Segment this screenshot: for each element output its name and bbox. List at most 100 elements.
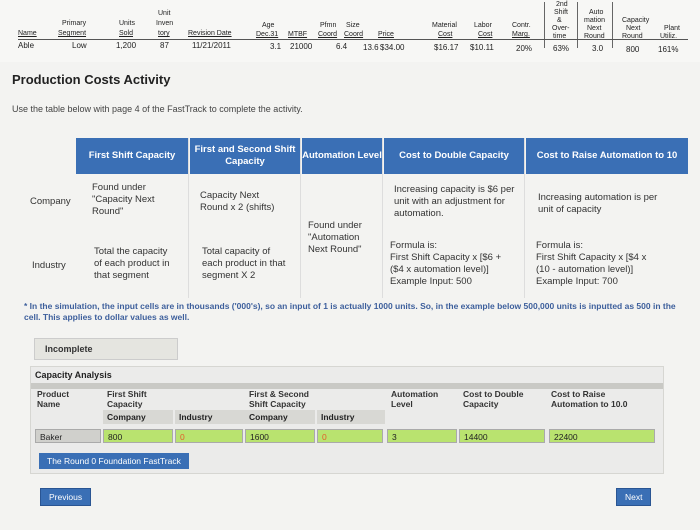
- col-auto-top1: Auto: [589, 9, 604, 16]
- col-price: Price: [378, 31, 394, 38]
- col-plant: Utiliz.: [660, 33, 678, 40]
- col-age-top: Age: [262, 22, 275, 29]
- col-auto-top2: mation: [584, 17, 606, 24]
- fasttrack-strip: Name Primary Segment Units Sold Unit Inv…: [0, 0, 700, 62]
- row-contr: 20%: [516, 44, 533, 53]
- column-divider: [612, 2, 613, 48]
- col-labor-top: Labor: [474, 22, 492, 29]
- company-cost-raise: Increasing automation is per unit of cap…: [538, 192, 658, 215]
- page-title: Production Costs Activity: [12, 72, 171, 87]
- row-price: $34.00: [380, 43, 405, 52]
- col-contr: Marg.: [512, 31, 530, 38]
- row-mtbf: 21000: [290, 42, 313, 51]
- column-divider: [188, 138, 189, 298]
- col-automation: Automation Level: [391, 389, 439, 409]
- instructions: Use the table below with page 4 of the F…: [12, 104, 303, 114]
- column-divider: [544, 2, 545, 48]
- col-segment: Segment: [58, 30, 87, 37]
- col-size: Coord: [344, 31, 364, 38]
- header-cost-double: Cost to Double Capacity: [384, 138, 524, 174]
- column-divider: [300, 138, 301, 298]
- col-cap: Round: [622, 33, 643, 40]
- col-mtbf: MTBF: [288, 31, 308, 38]
- col-material-top: Material: [432, 22, 457, 29]
- col-shift-top2: Shift: [554, 9, 569, 16]
- status-badge: Incomplete: [34, 338, 178, 360]
- industry-cost-double: Formula is: First Shift Capacity x [$6 +…: [390, 240, 502, 287]
- col-contr-top: Contr.: [512, 22, 531, 29]
- first-shift-company-input[interactable]: 800: [103, 429, 173, 443]
- col-plant-top: Plant: [664, 25, 680, 32]
- col-size-top: Size: [346, 22, 360, 29]
- header-automation: Automation Level: [302, 138, 382, 174]
- header-bar: [31, 383, 663, 389]
- cost-double-input[interactable]: 14400: [459, 429, 545, 443]
- header-cost-raise: Cost to Raise Automation to 10: [526, 138, 688, 174]
- col-units-top: Units: [119, 20, 135, 27]
- activity-table: First Shift Capacity First and Second Sh…: [24, 138, 688, 298]
- row-automation: 3.0: [592, 44, 604, 53]
- product-name-cell: Baker: [35, 429, 101, 443]
- sub-industry: Industry: [175, 410, 245, 424]
- header-rule: [18, 39, 688, 40]
- cost-raise-input[interactable]: 22400: [549, 429, 655, 443]
- col-product-name: Product Name: [37, 389, 70, 409]
- row-inventory: 87: [160, 41, 169, 50]
- automation-note: Found under "Automation Next Round": [308, 220, 362, 255]
- first-shift-industry-input[interactable]: 0: [175, 429, 243, 443]
- col-cap-top2: Next: [626, 25, 641, 32]
- col-cap-top1: Capacity: [622, 17, 650, 24]
- sub-company: Company: [103, 410, 173, 424]
- row-segment: Low: [72, 41, 87, 50]
- col-shift-top1: 2nd: [556, 1, 568, 8]
- col-shift-top3: &: [557, 17, 562, 24]
- col-pfmn-top: Pfmn: [320, 22, 337, 29]
- header-second-shift: First and Second Shift Capacity: [190, 138, 300, 174]
- company-first-shift: Found under "Capacity Next Round": [92, 182, 155, 217]
- col-auto: Round: [584, 33, 605, 40]
- column-divider: [577, 2, 578, 48]
- col-material: Cost: [438, 31, 453, 38]
- col-labor: Cost: [478, 31, 493, 38]
- column-divider: [382, 138, 383, 298]
- automation-input[interactable]: 3: [387, 429, 457, 443]
- row-plant: 161%: [658, 45, 679, 54]
- row-pfmn: 6.4: [336, 42, 348, 51]
- fasttrack-link-button[interactable]: The Round 0 Foundation FastTrack: [39, 453, 189, 469]
- row-labor: $10.11: [470, 43, 494, 52]
- row-revision: 11/21/2011: [192, 41, 231, 50]
- industry-second-shift: Total capacity of each product in that s…: [202, 246, 286, 281]
- header-first-shift: First Shift Capacity: [76, 138, 188, 174]
- thousands-note: * In the simulation, the input cells are…: [24, 301, 676, 322]
- col-pfmn: Coord: [318, 31, 338, 38]
- col-inv-top2: Inven: [156, 20, 174, 27]
- col-cost-double: Cost to Double Capacity: [463, 389, 524, 409]
- col-shift-top4: Over-: [552, 25, 570, 32]
- col-first-shift: First Shift Capacity: [107, 389, 147, 409]
- company-cost-double: Increasing capacity is $6 per unit with …: [394, 184, 515, 219]
- row-size: 13.6: [363, 43, 379, 52]
- row-capacity: 800: [626, 45, 640, 54]
- previous-button[interactable]: Previous: [40, 488, 92, 506]
- col-shift: time: [553, 33, 567, 40]
- company-second-shift: Capacity Next Round x 2 (shifts): [200, 190, 275, 213]
- industry-cost-raise: Formula is: First Shift Capacity x [$4 x…: [536, 240, 647, 287]
- panel-title: Capacity Analysis: [35, 370, 112, 380]
- row-units: 1,200: [116, 41, 137, 50]
- col-auto-top3: Next: [587, 25, 602, 32]
- row-material: $16.17: [434, 43, 459, 52]
- row-age: 3.1: [270, 42, 282, 51]
- next-button[interactable]: Next: [616, 488, 652, 506]
- sub-industry: Industry: [317, 410, 385, 424]
- col-segment-top: Primary: [62, 20, 87, 27]
- col-inv: tory: [158, 30, 170, 37]
- sub-company: Company: [245, 410, 315, 424]
- second-shift-company-input[interactable]: 1600: [245, 429, 315, 443]
- col-revision: Revision Date: [188, 30, 232, 37]
- row-shift: 63%: [553, 44, 570, 53]
- industry-label: Industry: [32, 260, 66, 271]
- second-shift-industry-input[interactable]: 0: [317, 429, 383, 443]
- industry-first-shift: Total the capacity of each product in th…: [94, 246, 170, 281]
- column-divider: [524, 138, 525, 298]
- col-cost-raise: Cost to Raise Automation to 10.0: [551, 389, 628, 409]
